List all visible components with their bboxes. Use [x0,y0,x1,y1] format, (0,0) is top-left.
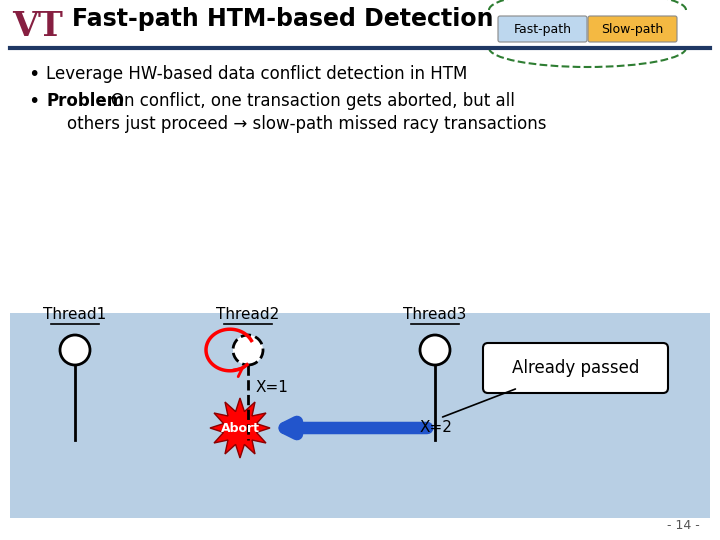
Text: - 14 -: - 14 - [667,519,700,532]
Text: Fast-path HTM-based Detection: Fast-path HTM-based Detection [72,7,493,31]
Text: Abort: Abort [220,422,259,435]
Polygon shape [210,398,270,458]
Circle shape [233,335,263,365]
Text: •: • [28,65,40,84]
Text: Thread3: Thread3 [403,307,467,322]
FancyBboxPatch shape [498,16,587,42]
FancyBboxPatch shape [483,343,668,393]
FancyBboxPatch shape [10,313,710,518]
Text: Leverage HW-based data conflict detection in HTM: Leverage HW-based data conflict detectio… [46,65,467,83]
Text: X=2: X=2 [420,421,453,435]
Text: Already passed: Already passed [512,359,639,377]
FancyBboxPatch shape [588,16,677,42]
Text: Thread1: Thread1 [43,307,107,322]
Text: : On conflict, one transaction gets aborted, but all: : On conflict, one transaction gets abor… [100,92,515,110]
Circle shape [420,335,450,365]
Text: Fast-path: Fast-path [513,23,572,36]
Text: others just proceed → slow-path missed racy transactions: others just proceed → slow-path missed r… [46,115,546,133]
Text: X=1: X=1 [256,381,289,395]
Text: Problem: Problem [46,92,124,110]
Circle shape [60,335,90,365]
Text: Slow-path: Slow-path [601,23,664,36]
Text: •: • [28,92,40,111]
Text: Thread2: Thread2 [217,307,279,322]
Text: VT: VT [12,10,63,43]
